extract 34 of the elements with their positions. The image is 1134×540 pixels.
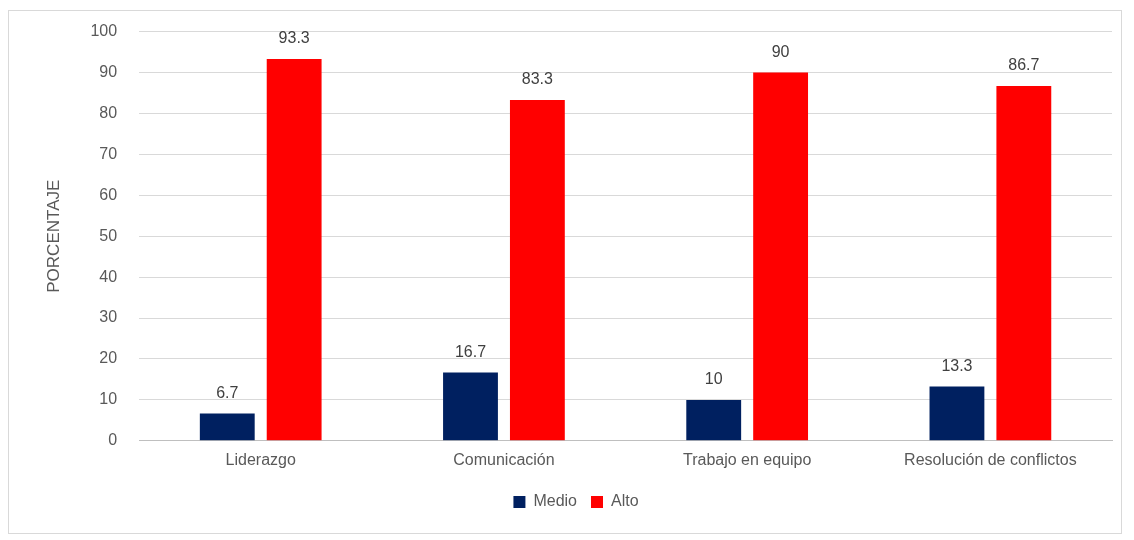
y-tick-label: 30 — [99, 308, 118, 326]
bar — [753, 72, 809, 441]
x-tick-label: Trabajo en equipo — [682, 450, 812, 468]
y-tick-label: 50 — [99, 226, 118, 244]
y-tick-label: 90 — [99, 62, 118, 80]
bar — [929, 386, 985, 441]
data-label: 13.3 — [941, 356, 973, 374]
x-tick-label: Comunicación — [453, 450, 555, 468]
bar — [266, 59, 322, 441]
data-label: 83.3 — [521, 70, 554, 88]
y-tick-label: 60 — [99, 185, 118, 203]
y-tick-label: 40 — [99, 267, 118, 285]
bar — [443, 372, 498, 441]
data-label: 86.7 — [1008, 56, 1040, 74]
data-label: 10 — [704, 370, 723, 388]
y-tick-label: 100 — [90, 22, 118, 40]
x-tick-label: Liderazgo — [225, 450, 296, 468]
y-tick-label: 80 — [99, 103, 118, 121]
y-tick-label: 20 — [99, 349, 118, 367]
legend-label: Medio — [533, 492, 578, 510]
y-tick-label: 70 — [99, 144, 118, 162]
bar — [509, 99, 565, 441]
data-label: 90 — [771, 42, 790, 60]
bar — [996, 86, 1052, 441]
y-tick-label: 0 — [108, 431, 118, 449]
data-label: 6.7 — [216, 383, 239, 401]
data-label: 16.7 — [454, 342, 487, 360]
y-axis-title: PORCENTAJE — [43, 179, 63, 293]
x-tick-label: Resolución de conflictos — [904, 450, 1077, 468]
y-tick-label: 10 — [99, 390, 118, 408]
data-label: 93.3 — [278, 29, 310, 47]
bar — [199, 413, 255, 441]
legend-label: Alto — [611, 492, 639, 510]
bar — [686, 399, 742, 441]
